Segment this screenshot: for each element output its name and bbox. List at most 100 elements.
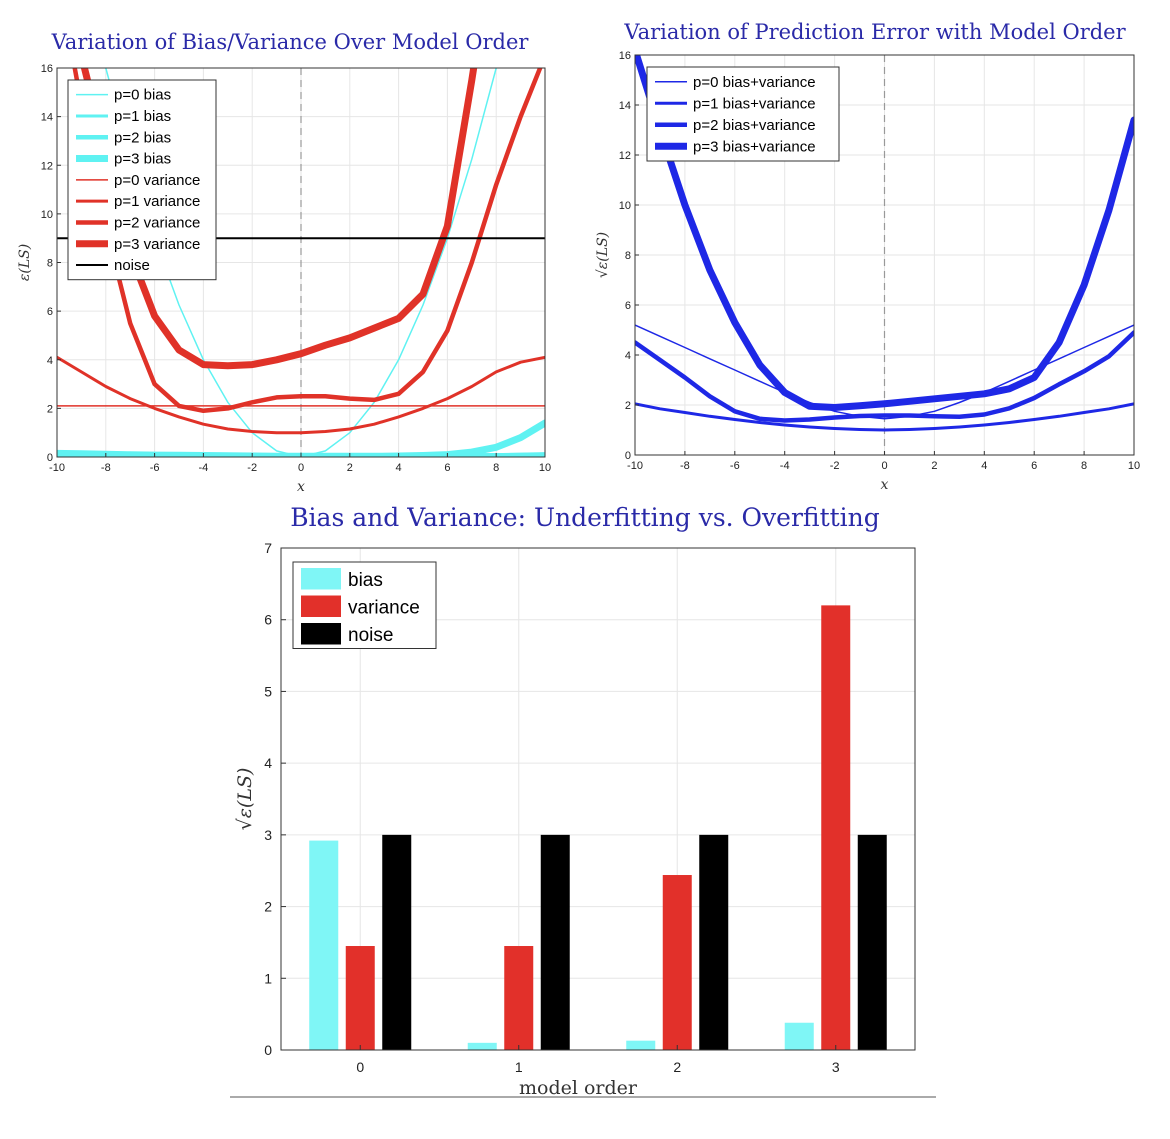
bar [504, 946, 534, 1050]
chart-title: Variation of Prediction Error with Model… [624, 20, 1126, 44]
bar [857, 834, 887, 1050]
x-tick-label: -4 [780, 460, 790, 472]
x-tick-label: -2 [830, 460, 840, 472]
chart-bias-variance-panel: Variation of Bias/Variance Over Model Or… [0, 0, 580, 495]
x-tick-label: 0 [356, 1059, 364, 1075]
legend-label: p=3 variance [114, 236, 200, 253]
x-tick-label: 10 [1128, 460, 1140, 472]
y-tick-label: 14 [41, 112, 53, 124]
y-axis-label: √ε(LS) [595, 232, 611, 278]
x-tick-label: 6 [1031, 460, 1037, 472]
series-line [635, 330, 1134, 423]
y-tick-label: 5 [264, 683, 272, 699]
series-line [57, 355, 545, 435]
legend-label: p=3 bias+variance [693, 138, 816, 155]
bar [309, 840, 339, 1050]
bar [467, 1042, 497, 1050]
chart-title: Bias and Variance: Underfitting vs. Over… [290, 503, 880, 532]
y-tick-label: 2 [47, 403, 53, 415]
chart-bar-panel: Bias and Variance: Underfitting vs. Over… [200, 495, 970, 1139]
chart-prediction-error-panel: Variation of Prediction Error with Model… [580, 0, 1170, 495]
x-tick-label: -10 [49, 462, 65, 474]
y-tick-label: 0 [625, 450, 631, 462]
x-axis-label: x [297, 479, 305, 495]
x-tick-label: -10 [627, 460, 643, 472]
bar [699, 834, 729, 1050]
y-tick-label: 4 [264, 755, 272, 771]
legend-swatch [301, 568, 341, 590]
y-axis-label: √ε(LS) [234, 768, 256, 831]
legend-label: variance [348, 597, 420, 618]
y-tick-label: 8 [47, 258, 53, 270]
bias-variance-line-chart: -10 -8 -6 -4 -2 0 2 4 6 8 10 0 2 4 6 8 10 12 14 16 x ε(LS) p=0… [17, 63, 551, 495]
x-axis-label: model order [519, 1077, 638, 1099]
bar [345, 946, 375, 1050]
bar [626, 1040, 656, 1050]
legend-label: bias [348, 570, 383, 591]
series-group [635, 55, 1134, 432]
bar [540, 834, 570, 1050]
x-tick-label: -2 [247, 462, 257, 474]
legend-label: p=0 bias+variance [693, 74, 816, 91]
x-tick-label: -4 [199, 462, 209, 474]
bar [382, 834, 412, 1050]
prediction-error-line-chart: -10 -8 -6 -4 -2 0 2 4 6 8 10 0 2 4 6 8 10 12 14 16 x √ε(LS) p=… [595, 50, 1140, 493]
x-tick-label: 2 [931, 460, 937, 472]
y-tick-label: 1 [264, 970, 272, 986]
x-tick-label: 6 [444, 462, 450, 474]
y-tick-label: 7 [264, 540, 272, 556]
x-tick-label: 0 [298, 462, 304, 474]
legend-swatch [301, 595, 341, 617]
series-line [635, 324, 1134, 420]
x-tick-label: 10 [539, 462, 551, 474]
legend-label: noise [348, 625, 393, 646]
x-tick-label: 4 [396, 462, 402, 474]
y-tick-label: 8 [625, 250, 631, 262]
x-tick-label: -8 [101, 462, 111, 474]
y-axis-label: ε(LS) [17, 244, 33, 281]
x-tick-label: -6 [150, 462, 160, 474]
x-tick-label: 2 [347, 462, 353, 474]
legend-label: p=0 bias [114, 87, 171, 104]
y-tick-label: 16 [619, 50, 631, 62]
y-tick-label: 6 [264, 612, 272, 628]
legend-label: p=1 bias+variance [693, 95, 816, 112]
series-line [635, 55, 1134, 411]
bar [784, 1022, 814, 1050]
y-tick-label: 4 [47, 355, 53, 367]
x-tick-label: -8 [680, 460, 690, 472]
x-tick-label: 0 [881, 460, 887, 472]
legend-label: noise [114, 257, 150, 274]
y-tick-label: 14 [619, 100, 631, 112]
x-tick-label: 8 [493, 462, 499, 474]
y-tick-label: 12 [41, 160, 53, 172]
y-tick-label: 4 [625, 350, 631, 362]
y-tick-label: 3 [264, 827, 272, 843]
y-tick-label: 2 [625, 400, 631, 412]
series-line [72, 68, 543, 414]
x-tick-label: 1 [515, 1059, 523, 1075]
y-tick-label: 12 [619, 150, 631, 162]
bar [821, 605, 851, 1050]
bar [662, 875, 692, 1050]
legend-label: p=0 variance [114, 172, 200, 189]
y-tick-label: 16 [41, 63, 53, 75]
plot-frame [280, 547, 916, 1051]
series-line [635, 402, 1134, 432]
y-tick-label: 0 [47, 452, 53, 464]
bias-variance-bar-chart: 0 1 2 3 4 5 6 7 0 1 2 3 model order √ε(LS) bias varianc… [230, 540, 936, 1099]
x-tick-label: 8 [1081, 460, 1087, 472]
y-tick-label: 2 [264, 899, 272, 915]
legend-label: p=3 bias [114, 151, 171, 168]
y-tick-label: 6 [47, 306, 53, 318]
x-tick-label: 3 [832, 1059, 840, 1075]
y-tick-label: 10 [619, 200, 631, 212]
y-tick-label: 10 [41, 209, 53, 221]
legend-swatch [301, 623, 341, 645]
y-tick-label: 0 [264, 1042, 272, 1058]
legend-label: p=1 bias [114, 108, 171, 125]
legend-label: p=2 bias [114, 129, 171, 146]
x-tick-label: -6 [730, 460, 740, 472]
legend-label: p=2 bias+variance [693, 117, 816, 134]
chart-title: Variation of Bias/Variance Over Model Or… [51, 30, 529, 54]
